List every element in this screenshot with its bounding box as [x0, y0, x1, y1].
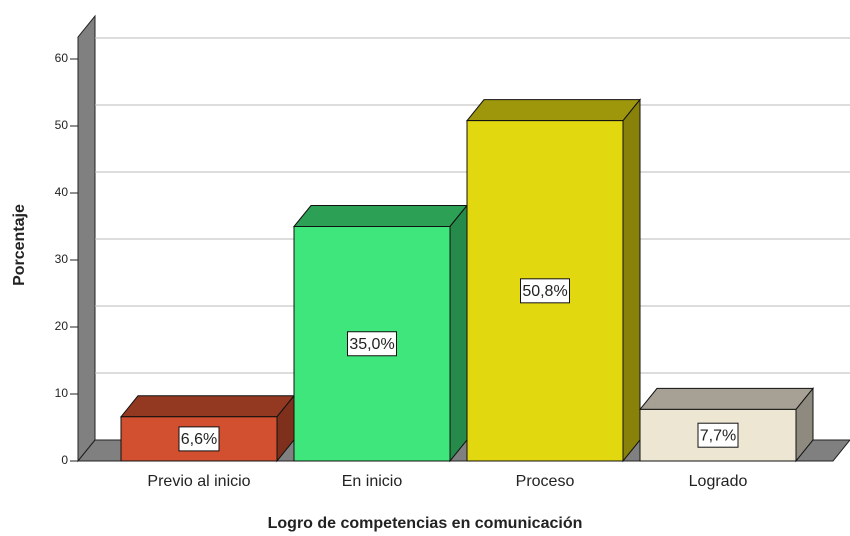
value-label: 35,0% — [349, 336, 394, 353]
value-label-box — [697, 422, 739, 448]
value-label-box — [347, 331, 397, 357]
y-tick-label: 0 — [61, 453, 68, 467]
bar-side — [622, 98, 641, 463]
y-tick-label: 20 — [55, 319, 69, 333]
y-tick-label: 30 — [55, 252, 69, 266]
bar-front — [120, 416, 278, 462]
value-label-box — [520, 278, 570, 304]
x-axis-title: Logro de competencias en comunicación — [268, 515, 583, 532]
bar-top — [292, 205, 469, 227]
bar-side — [449, 204, 468, 463]
value-label-box — [178, 426, 220, 452]
x-tick-label: En inicio — [342, 473, 403, 490]
y-tick-label: 40 — [55, 185, 69, 199]
y-tick-label: 60 — [55, 51, 69, 65]
bar-top — [119, 395, 296, 418]
bar — [292, 204, 469, 463]
bar-top — [465, 99, 642, 122]
value-label: 7,7% — [700, 427, 736, 444]
value-label: 50,8% — [522, 283, 567, 300]
y-axis-title: Porcentaje — [11, 204, 28, 286]
left-wall — [77, 14, 96, 463]
bar-top — [638, 387, 815, 410]
bar — [465, 98, 642, 463]
value-label: 6,6% — [181, 431, 217, 448]
y-tick-label: 50 — [55, 118, 69, 132]
y-tick-label: 10 — [55, 386, 69, 400]
x-tick-label: Proceso — [516, 473, 575, 490]
x-tick-label: Logrado — [689, 473, 748, 490]
x-tick-label: Previo al inicio — [147, 473, 250, 490]
